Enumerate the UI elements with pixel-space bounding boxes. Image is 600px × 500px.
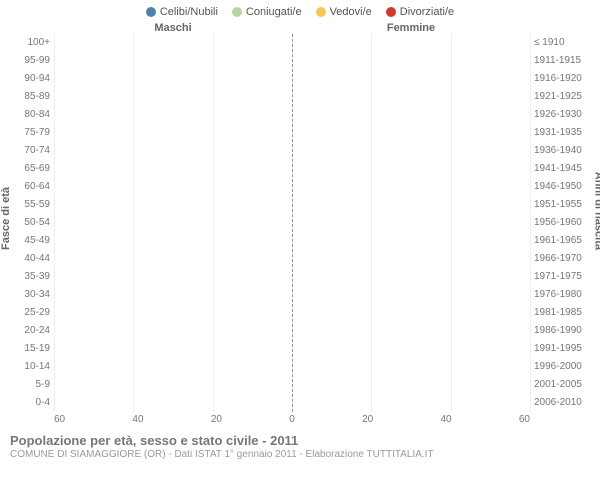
pyramid-row <box>54 52 530 70</box>
birth-year-label: 1921-1925 <box>534 88 592 106</box>
birth-year-label: 1986-1990 <box>534 322 592 340</box>
age-group-label: 10-14 <box>8 358 50 376</box>
x-tick: 20 <box>362 414 373 425</box>
y-axis-right: ≤ 19101911-19151916-19201921-19251926-19… <box>530 34 592 412</box>
y-axis-left: 100+95-9990-9485-8980-8475-7970-7465-696… <box>8 34 54 412</box>
legend-swatch <box>316 7 326 17</box>
age-group-label: 80-84 <box>8 106 50 124</box>
pyramid-row <box>54 214 530 232</box>
y-axis-label-left: Fasce di età <box>0 187 12 250</box>
legend-label: Celibi/Nubili <box>160 6 218 18</box>
age-group-label: 5-9 <box>8 376 50 394</box>
pyramid-row <box>54 268 530 286</box>
legend-item: Coniugati/e <box>232 6 302 18</box>
y-axis-label-right: Anni di nascita <box>592 172 600 250</box>
legend-label: Coniugati/e <box>246 6 302 18</box>
x-tick: 60 <box>54 414 65 425</box>
age-group-label: 60-64 <box>8 178 50 196</box>
pyramid-row <box>54 250 530 268</box>
legend-label: Vedovi/e <box>330 6 372 18</box>
age-group-label: 95-99 <box>8 52 50 70</box>
gender-headers: Maschi Femmine <box>8 22 592 34</box>
age-group-label: 45-49 <box>8 232 50 250</box>
age-group-label: 100+ <box>8 34 50 52</box>
birth-year-label: 1961-1965 <box>534 232 592 250</box>
x-tick: 40 <box>440 414 451 425</box>
age-group-label: 50-54 <box>8 214 50 232</box>
birth-year-label: 1941-1945 <box>534 160 592 178</box>
birth-year-label: 1931-1935 <box>534 124 592 142</box>
age-group-label: 15-19 <box>8 340 50 358</box>
pyramid-row <box>54 286 530 304</box>
birth-year-label: 1966-1970 <box>534 250 592 268</box>
pyramid-row <box>54 88 530 106</box>
age-group-label: 55-59 <box>8 196 50 214</box>
age-group-label: 25-29 <box>8 304 50 322</box>
legend: Celibi/Nubili Coniugati/e Vedovi/e Divorzia… <box>8 6 592 18</box>
pyramid-row <box>54 322 530 340</box>
pyramid-row <box>54 358 530 376</box>
population-pyramid-chart: Celibi/Nubili Coniugati/e Vedovi/e Divorzia… <box>0 0 600 500</box>
pyramid-row <box>54 124 530 142</box>
x-axis: 60 40 20 0 20 40 60 <box>8 414 592 425</box>
birth-year-label: 1911-1915 <box>534 52 592 70</box>
birth-year-label: 1956-1960 <box>534 214 592 232</box>
legend-item: Divorziati/e <box>386 6 454 18</box>
pyramid-row <box>54 232 530 250</box>
age-group-label: 75-79 <box>8 124 50 142</box>
pyramid-row <box>54 304 530 322</box>
pyramid-row <box>54 376 530 394</box>
header-male: Maschi <box>54 22 292 34</box>
legend-item: Celibi/Nubili <box>146 6 218 18</box>
age-group-label: 30-34 <box>8 286 50 304</box>
x-tick: 40 <box>132 414 143 425</box>
chart-title: Popolazione per età, sesso e stato civil… <box>10 433 592 448</box>
birth-year-label: 1971-1975 <box>534 268 592 286</box>
x-tick: 20 <box>211 414 222 425</box>
header-female: Femmine <box>292 22 530 34</box>
pyramid-row <box>54 106 530 124</box>
pyramid-row <box>54 178 530 196</box>
legend-item: Vedovi/e <box>316 6 372 18</box>
birth-year-label: 1991-1995 <box>534 340 592 358</box>
x-tick: 60 <box>519 414 530 425</box>
age-group-label: 35-39 <box>8 268 50 286</box>
birth-year-label: 1936-1940 <box>534 142 592 160</box>
x-tick: 0 <box>289 414 295 425</box>
pyramid-row <box>54 70 530 88</box>
age-group-label: 20-24 <box>8 322 50 340</box>
pyramid-row <box>54 196 530 214</box>
birth-year-label: ≤ 1910 <box>534 34 592 52</box>
chart-footer: Popolazione per età, sesso e stato civil… <box>8 433 592 460</box>
pyramid-row <box>54 394 530 412</box>
birth-year-label: 1996-2000 <box>534 358 592 376</box>
birth-year-label: 1976-1980 <box>534 286 592 304</box>
age-group-label: 65-69 <box>8 160 50 178</box>
age-group-label: 0-4 <box>8 394 50 412</box>
legend-swatch <box>146 7 156 17</box>
birth-year-label: 1916-1920 <box>534 70 592 88</box>
pyramid-row <box>54 160 530 178</box>
age-group-label: 85-89 <box>8 88 50 106</box>
pyramid-row <box>54 34 530 52</box>
age-group-label: 70-74 <box>8 142 50 160</box>
birth-year-label: 1946-1950 <box>534 178 592 196</box>
legend-swatch <box>232 7 242 17</box>
age-group-label: 40-44 <box>8 250 50 268</box>
legend-swatch <box>386 7 396 17</box>
chart-subtitle: COMUNE DI SIAMAGGIORE (OR) - Dati ISTAT … <box>10 449 592 460</box>
birth-year-label: 1951-1955 <box>534 196 592 214</box>
birth-year-label: 2001-2005 <box>534 376 592 394</box>
birth-year-label: 1926-1930 <box>534 106 592 124</box>
pyramid-row <box>54 142 530 160</box>
pyramid-row <box>54 340 530 358</box>
age-group-label: 90-94 <box>8 70 50 88</box>
birth-year-label: 1981-1985 <box>534 304 592 322</box>
legend-label: Divorziati/e <box>400 6 454 18</box>
bar-rows <box>54 34 530 412</box>
birth-year-label: 2006-2010 <box>534 394 592 412</box>
pyramid <box>54 34 530 412</box>
plot-area: Fasce di età 100+95-9990-9485-8980-8475-… <box>8 34 592 412</box>
